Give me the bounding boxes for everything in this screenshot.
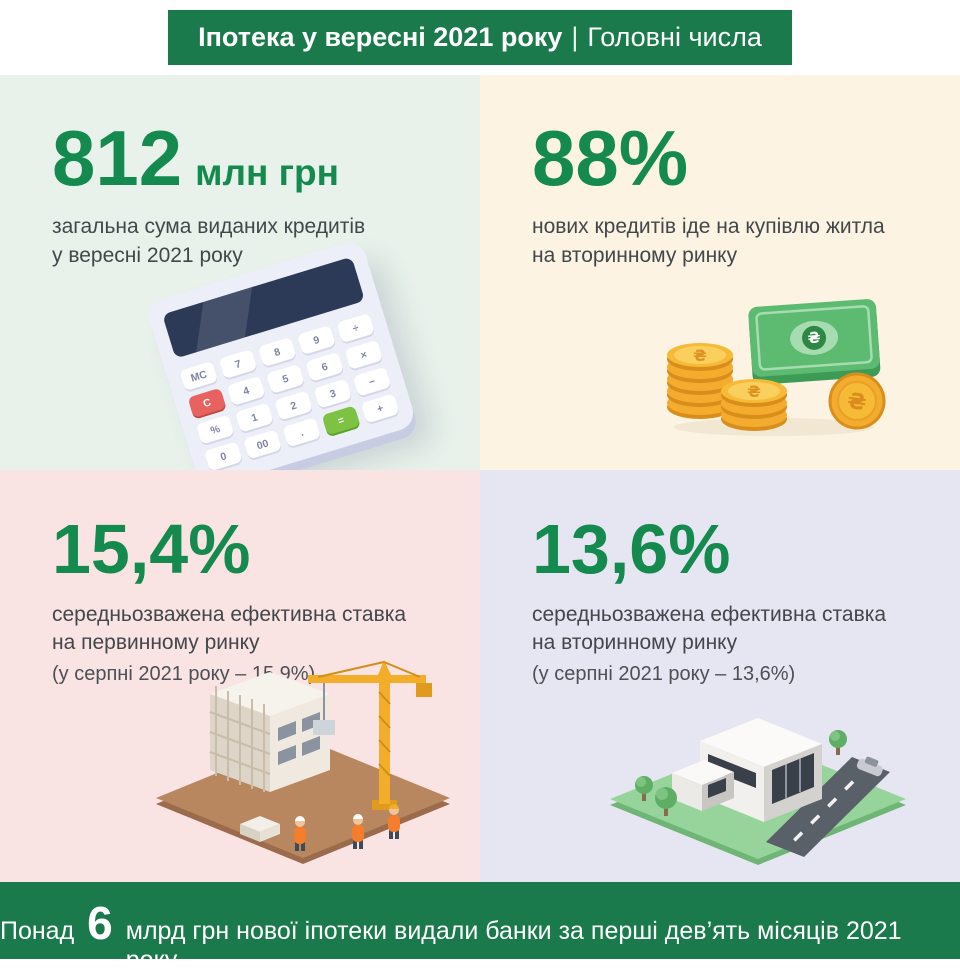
standing-coin: ₴ xyxy=(828,372,886,430)
page-subtitle: Головні числа xyxy=(587,22,762,52)
car xyxy=(856,756,883,777)
desc-line-1: середньозважена ефективна ставка xyxy=(52,602,407,626)
stat-value-line: 88% xyxy=(532,114,922,202)
hryvnia-sign: ₴ xyxy=(693,346,707,365)
stat-description: середньозважена ефективна ставка на перв… xyxy=(52,601,442,659)
hryvnia-sign: ₴ xyxy=(846,389,868,416)
coin-stack-short: ₴ xyxy=(721,379,787,431)
calc-key: 9 xyxy=(297,325,336,356)
card-secondary-market-rate: 13,6% середньозважена ефективна ставка н… xyxy=(480,470,960,882)
material-crates xyxy=(240,816,280,842)
scaffolding xyxy=(209,686,271,792)
banknote: ₴ xyxy=(748,299,881,385)
coin-stack-tall: ₴ xyxy=(667,343,733,419)
desc-line-1: середньозважена ефективна ставка xyxy=(532,602,887,626)
card-primary-market-rate: 15,4% середньозважена ефективна ставка н… xyxy=(0,470,480,882)
calc-key: + xyxy=(360,393,400,424)
trees xyxy=(635,730,847,816)
stat-unit: млн грн xyxy=(195,152,340,193)
card-secondary-market-share: 88% нових кредитів іде на купівлю житла … xyxy=(480,75,960,470)
title-bar: Іпотека у вересні 2021 року | Головні чи… xyxy=(168,10,792,65)
stat-value: 15,4% xyxy=(52,510,251,588)
stat-note: (у серпні 2021 року – 13,6%) xyxy=(532,663,796,686)
stat-description: нових кредитів іде на купівлю житла на в… xyxy=(532,213,922,271)
hryvnia-sign: ₴ xyxy=(807,328,821,347)
workers xyxy=(294,804,400,851)
desc-line-2: у вересні 2021 року xyxy=(52,244,243,268)
title-separator: | xyxy=(571,22,579,52)
hryvnia-sign: ₴ xyxy=(747,382,761,401)
header-strip: Іпотека у вересні 2021 року | Головні чи… xyxy=(0,0,960,75)
calc-key: − xyxy=(352,366,392,397)
footer-big-number: 6 xyxy=(87,897,113,949)
page-title: Іпотека у вересні 2021 року xyxy=(198,22,563,52)
calc-key: 8 xyxy=(257,337,297,368)
tree xyxy=(829,730,847,755)
worker xyxy=(388,804,400,839)
coins-and-banknote-icon: ₴ ₴ xyxy=(667,299,886,436)
calc-key: % xyxy=(195,414,235,445)
calculator-icon: MC 7 8 9 ÷ C 4 5 6 × % 1 2 xyxy=(144,238,418,470)
stat-description: загальна сума виданих кредитів у вересні… xyxy=(52,213,442,271)
footer-prefix: Понад xyxy=(0,917,75,945)
road-markings xyxy=(793,780,855,842)
stat-value: 88% xyxy=(532,114,689,202)
calc-key: 3 xyxy=(313,378,353,409)
tree xyxy=(655,787,677,816)
construction-illustration xyxy=(148,642,458,873)
stat-value: 13,6% xyxy=(532,510,731,588)
desc-line-2: на первинному ринку xyxy=(52,631,260,655)
calc-key: 7 xyxy=(218,349,258,380)
desc-line-2: на вторинному ринку xyxy=(532,244,738,268)
calc-key: 5 xyxy=(266,363,305,394)
calc-key: 00 xyxy=(243,429,282,460)
stat-value-line: 812 млн грн xyxy=(52,114,442,202)
modern-house-icon xyxy=(610,718,906,865)
stat-value: 812 xyxy=(52,114,183,202)
calc-key: 0 xyxy=(204,441,243,470)
calc-key: × xyxy=(344,339,384,370)
money-illustration: ₴ ₴ xyxy=(652,267,897,444)
road xyxy=(766,757,890,857)
tree xyxy=(635,776,653,801)
stat-value-line: 13,6% xyxy=(532,510,922,588)
calc-key: ÷ xyxy=(336,313,375,344)
card-total-credits: 812 млн грн загальна сума виданих кредит… xyxy=(0,75,480,470)
desc-line-2: на вторинному ринку xyxy=(532,631,738,655)
footer-bar: Понад 6 млрд грн нової іпотеки видали ба… xyxy=(0,882,960,974)
stat-description: середньозважена ефективна ставка на втор… xyxy=(532,601,922,659)
building-under-construction xyxy=(209,672,330,792)
worker xyxy=(352,814,364,849)
calc-key: 4 xyxy=(226,375,266,406)
calculator-body: MC 7 8 9 ÷ C 4 5 6 × % 1 2 xyxy=(144,238,418,470)
desc-line-1: загальна сума виданих кредитів xyxy=(52,215,366,239)
calc-key: 6 xyxy=(305,351,344,382)
footer-text: млрд грн нової іпотеки видали банки за п… xyxy=(125,917,902,974)
construction-site-icon xyxy=(156,660,450,864)
stat-value-line: 15,4% xyxy=(52,510,442,588)
crane xyxy=(308,660,432,810)
calculator-illustration: MC 7 8 9 ÷ C 4 5 6 × % 1 2 xyxy=(144,238,418,470)
stats-grid: 812 млн грн загальна сума виданих кредит… xyxy=(0,75,960,882)
worker xyxy=(294,816,306,851)
calc-key-clear: C xyxy=(187,387,227,418)
house xyxy=(672,718,822,822)
desc-line-1: нових кредитів іде на купівлю житла xyxy=(532,215,885,239)
calc-key: 1 xyxy=(235,402,274,433)
calc-key: . xyxy=(282,417,322,448)
calc-key-equals: = xyxy=(321,405,361,436)
calc-key: 2 xyxy=(274,390,313,421)
calc-key: MC xyxy=(179,361,219,392)
house-illustration xyxy=(608,645,918,876)
